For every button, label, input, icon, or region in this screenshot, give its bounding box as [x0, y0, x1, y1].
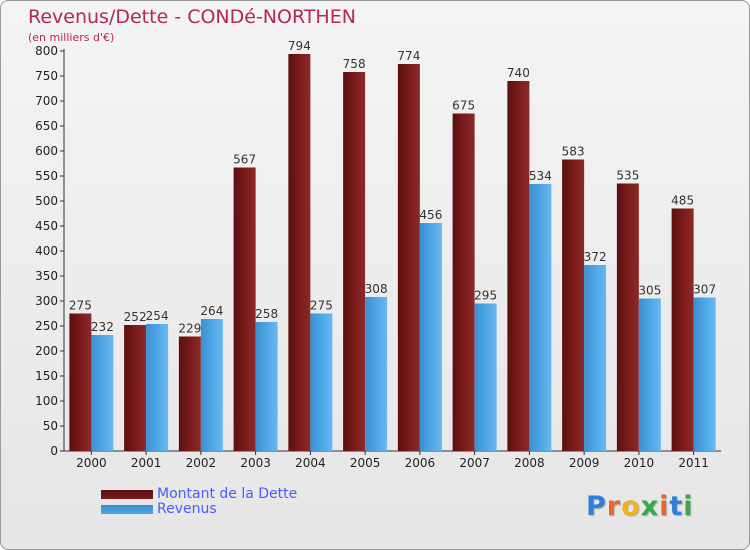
bar-dette — [507, 81, 530, 451]
bar-dette — [124, 325, 147, 451]
y-tick-label: 450 — [35, 219, 58, 233]
y-tick-label: 50 — [43, 419, 58, 433]
proxiti-logo: Proxiti — [586, 491, 694, 522]
logo-letter: i — [659, 491, 670, 522]
bar-dette — [616, 183, 639, 451]
y-tick-label: 100 — [35, 394, 58, 408]
bar-dette — [343, 72, 366, 451]
chart-title: Revenus/Dette - CONDé-NORTHEN — [28, 6, 356, 28]
logo-letter: P — [586, 491, 607, 522]
data-label: 229 — [178, 322, 201, 336]
data-label: 275 — [310, 299, 333, 313]
y-tick-label: 700 — [35, 94, 58, 108]
data-label: 305 — [638, 284, 661, 298]
bar-dette — [178, 336, 201, 451]
x-tick-label: 2004 — [295, 456, 326, 470]
y-tick-label: 600 — [35, 144, 58, 158]
data-label: 307 — [693, 283, 716, 297]
data-label: 254 — [146, 309, 169, 323]
y-tick-label: 200 — [35, 344, 58, 358]
x-tick-label: 2005 — [350, 456, 381, 470]
x-tick-label: 2009 — [569, 456, 600, 470]
bar-revenus — [91, 335, 114, 451]
data-label: 308 — [365, 282, 388, 296]
logo-letter: x — [640, 491, 660, 522]
bar-revenus — [200, 319, 223, 451]
y-tick-label: 0 — [50, 444, 58, 458]
data-label: 456 — [419, 208, 442, 222]
bar-dette — [562, 159, 585, 451]
bar-revenus — [584, 265, 607, 451]
data-label: 485 — [671, 194, 694, 208]
bar-dette — [288, 54, 311, 451]
legend-swatch-revenus — [101, 505, 153, 514]
bar-dette — [671, 208, 694, 451]
y-tick-label: 400 — [35, 244, 58, 258]
x-tick-label: 2011 — [678, 456, 709, 470]
data-label: 534 — [529, 169, 552, 183]
x-tick-label: 2000 — [76, 456, 107, 470]
x-tick-label: 2006 — [405, 456, 436, 470]
y-tick-label: 800 — [35, 44, 58, 58]
bar-revenus — [419, 223, 442, 451]
y-tick-label: 550 — [35, 169, 58, 183]
x-tick-label: 2003 — [240, 456, 271, 470]
y-tick-label: 250 — [35, 319, 58, 333]
y-tick-label: 500 — [35, 194, 58, 208]
bar-revenus — [638, 298, 661, 451]
data-label: 264 — [200, 304, 223, 318]
y-tick-label: 150 — [35, 369, 58, 383]
data-label: 295 — [474, 289, 497, 303]
bar-revenus — [310, 313, 333, 451]
bar-dette — [397, 64, 420, 451]
logo-letter: i — [683, 491, 694, 522]
x-tick-label: 2010 — [624, 456, 655, 470]
data-label: 774 — [397, 49, 420, 63]
data-label: 740 — [507, 66, 530, 80]
data-label: 567 — [233, 153, 256, 167]
legend-swatch-dette — [101, 490, 153, 499]
data-label: 794 — [288, 39, 311, 53]
bar-revenus — [693, 297, 716, 451]
bar-revenus — [529, 184, 552, 451]
bar-revenus — [146, 324, 169, 451]
data-label: 232 — [91, 320, 114, 334]
y-tick-label: 350 — [35, 269, 58, 283]
x-tick-label: 2008 — [514, 456, 545, 470]
x-tick-label: 2007 — [459, 456, 490, 470]
y-tick-label: 650 — [35, 119, 58, 133]
logo-letter: o — [621, 491, 641, 522]
chart-subtitle: (en milliers d'€) — [28, 31, 115, 44]
bar-revenus — [365, 297, 388, 451]
bar-dette — [452, 113, 475, 451]
bar-dette — [69, 313, 92, 451]
data-label: 535 — [616, 169, 639, 183]
bar-chart: 0 50 100 150 200 250 300 350 400 450 500 550 600 650 7… — [35, 39, 721, 470]
data-label: 252 — [124, 310, 147, 324]
x-tick-label: 2002 — [186, 456, 217, 470]
data-label: 583 — [562, 145, 585, 159]
logo-letter: r — [606, 491, 622, 522]
data-label: 372 — [584, 250, 607, 264]
logo-letter: t — [669, 491, 684, 522]
bar-revenus — [255, 322, 278, 451]
legend-label-revenus: Revenus — [157, 501, 217, 517]
data-label: 258 — [255, 307, 278, 321]
x-tick-label: 2001 — [131, 456, 162, 470]
y-tick-label: 750 — [35, 69, 58, 83]
data-label: 275 — [69, 299, 92, 313]
y-tick-label: 300 — [35, 294, 58, 308]
data-label: 675 — [452, 99, 475, 113]
bar-dette — [233, 167, 256, 451]
bar-revenus — [474, 303, 497, 451]
data-label: 758 — [343, 57, 366, 71]
legend-label-dette: Montant de la Dette — [157, 486, 298, 502]
